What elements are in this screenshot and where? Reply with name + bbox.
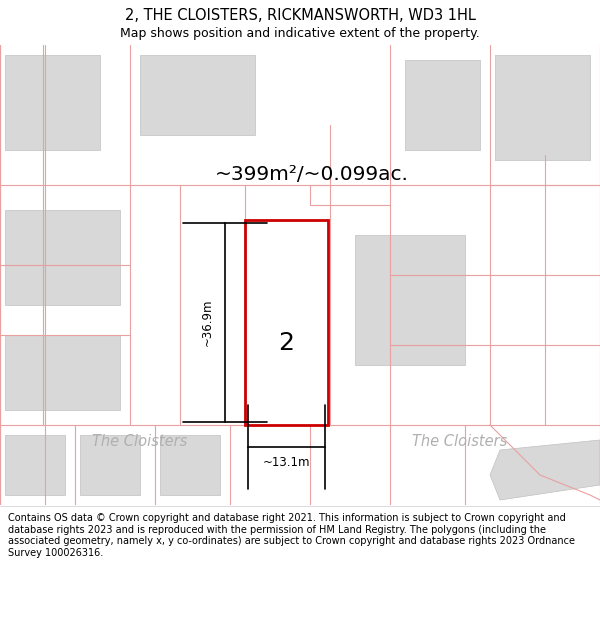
Bar bbox=[245, 220, 328, 425]
Bar bbox=[355, 235, 465, 365]
Text: Map shows position and indicative extent of the property.: Map shows position and indicative extent… bbox=[120, 26, 480, 39]
Polygon shape bbox=[490, 440, 600, 500]
Text: Contains OS data © Crown copyright and database right 2021. This information is : Contains OS data © Crown copyright and d… bbox=[8, 513, 575, 558]
Bar bbox=[160, 435, 220, 495]
Bar bbox=[405, 60, 480, 150]
Text: ~13.1m: ~13.1m bbox=[263, 456, 310, 469]
Bar bbox=[80, 435, 140, 495]
Text: The Cloisters: The Cloisters bbox=[412, 434, 508, 449]
Bar bbox=[140, 55, 255, 135]
Bar bbox=[495, 55, 590, 160]
Bar bbox=[5, 55, 100, 150]
Bar bbox=[5, 335, 120, 410]
Text: ~36.9m: ~36.9m bbox=[200, 299, 214, 346]
Text: 2: 2 bbox=[278, 331, 295, 354]
Text: The Cloisters: The Cloisters bbox=[92, 434, 188, 449]
Bar bbox=[5, 435, 65, 495]
Text: 2, THE CLOISTERS, RICKMANSWORTH, WD3 1HL: 2, THE CLOISTERS, RICKMANSWORTH, WD3 1HL bbox=[125, 8, 475, 22]
Bar bbox=[5, 210, 120, 305]
Text: ~399m²/~0.099ac.: ~399m²/~0.099ac. bbox=[215, 166, 409, 184]
